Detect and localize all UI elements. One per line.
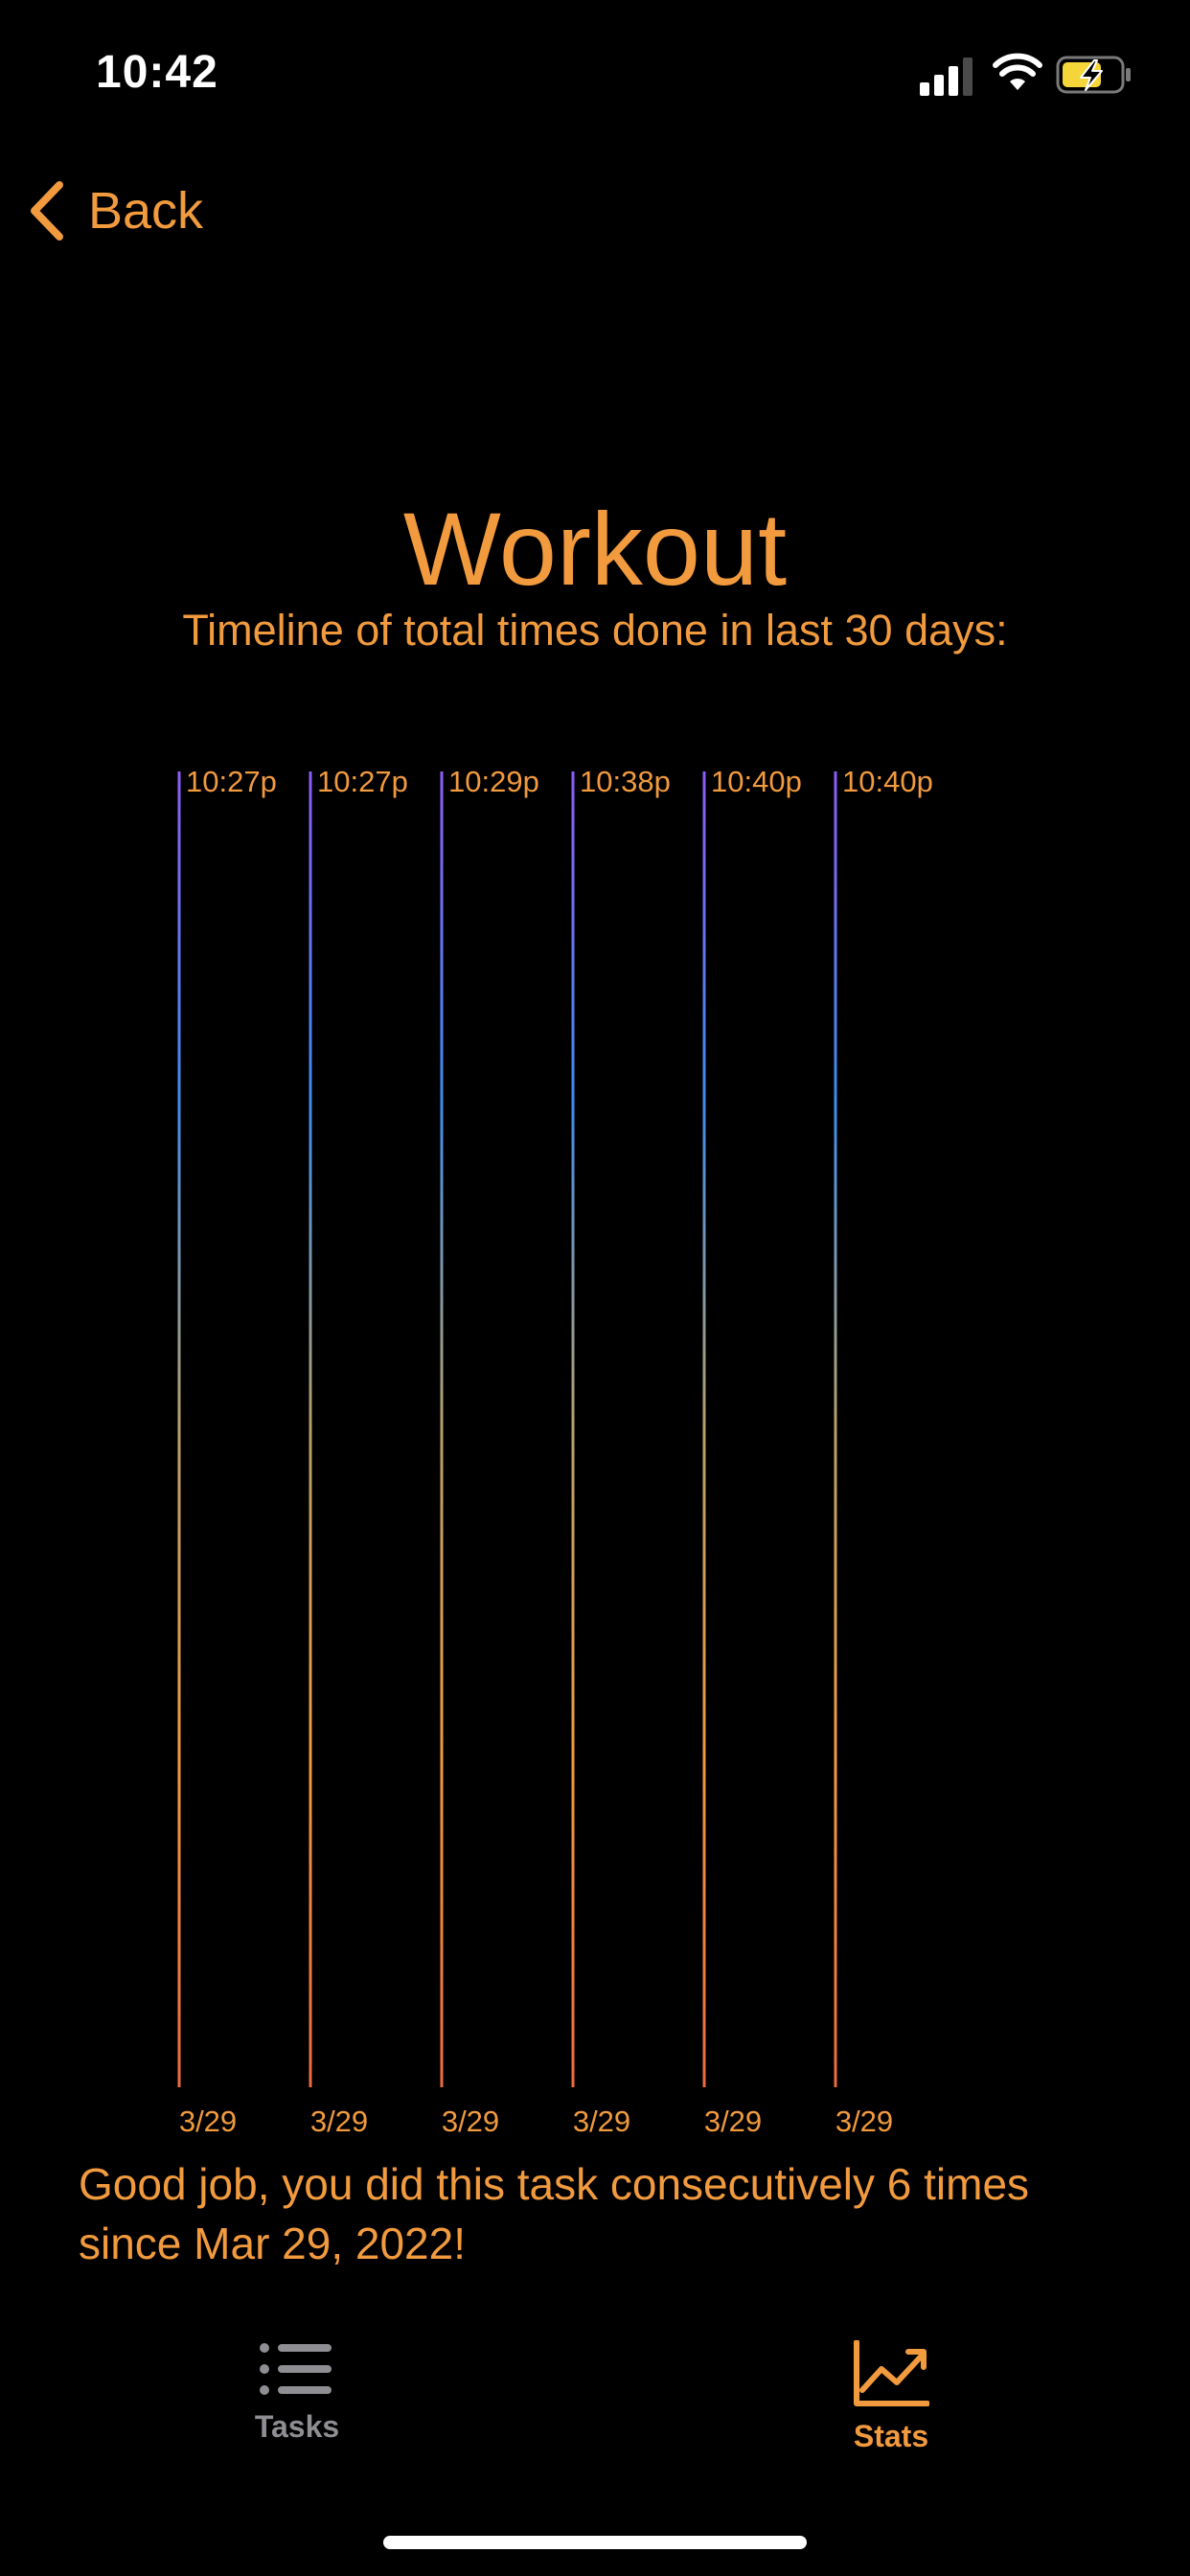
home-indicator[interactable] xyxy=(383,2536,807,2549)
timeline-event-line xyxy=(834,771,837,2087)
timeline-event-line xyxy=(440,771,444,2087)
wifi-icon xyxy=(993,53,1042,90)
timeline-event-date: 3/29 xyxy=(704,2104,762,2138)
back-button[interactable]: Back xyxy=(27,172,203,249)
tab-bar: Tasks Stats xyxy=(0,2319,1190,2492)
timeline-event-line xyxy=(702,771,706,2087)
page-title: Workout xyxy=(402,491,788,607)
streak-message: Good job, you did this task consecutivel… xyxy=(79,2159,1030,2268)
status-time: 10:42 xyxy=(96,47,218,98)
timeline-event-date: 3/29 xyxy=(310,2104,368,2138)
timeline-event-date: 3/29 xyxy=(442,2104,499,2138)
timeline-event-line xyxy=(177,771,181,2087)
timeline-svg: 10:27p 3/29 10:27p 3/29 10:29p 3/29 10:38p 3/29… xyxy=(177,765,933,2138)
timeline-event-time: 10:27p xyxy=(317,765,408,798)
timeline-event-time: 10:27p xyxy=(186,765,277,798)
timeline-event-time: 10:40p xyxy=(842,765,933,798)
signal-icon xyxy=(920,58,973,96)
timeline-event-line xyxy=(571,771,575,2087)
chevron-left-icon xyxy=(31,181,63,241)
back-label: Back xyxy=(88,182,204,240)
list-icon xyxy=(260,2343,332,2395)
timeline-event-time: 10:38p xyxy=(580,765,671,798)
timeline-event-time: 10:29p xyxy=(448,765,539,798)
timeline-event-time: 10:40p xyxy=(711,765,802,798)
tab-tasks-label: Tasks xyxy=(254,2409,340,2444)
timeline-chart: 10:27p 3/29 10:27p 3/29 10:29p 3/29 10:38p 3/29… xyxy=(0,748,1190,2147)
battery-charging-icon xyxy=(1056,56,1131,94)
page-subtitle: Timeline of total times done in last 30 … xyxy=(182,606,1008,655)
tab-tasks[interactable]: Tasks xyxy=(201,2319,393,2472)
timeline-event-date: 3/29 xyxy=(835,2104,893,2138)
tab-stats[interactable]: Stats xyxy=(795,2319,987,2472)
timeline-event-line xyxy=(309,771,312,2087)
status-bar: 10:42 xyxy=(0,0,1190,144)
tab-stats-label: Stats xyxy=(853,2419,929,2453)
timeline-event-date: 3/29 xyxy=(179,2104,237,2138)
timeline-event-date: 3/29 xyxy=(573,2104,630,2138)
chart-line-icon xyxy=(854,2340,929,2406)
